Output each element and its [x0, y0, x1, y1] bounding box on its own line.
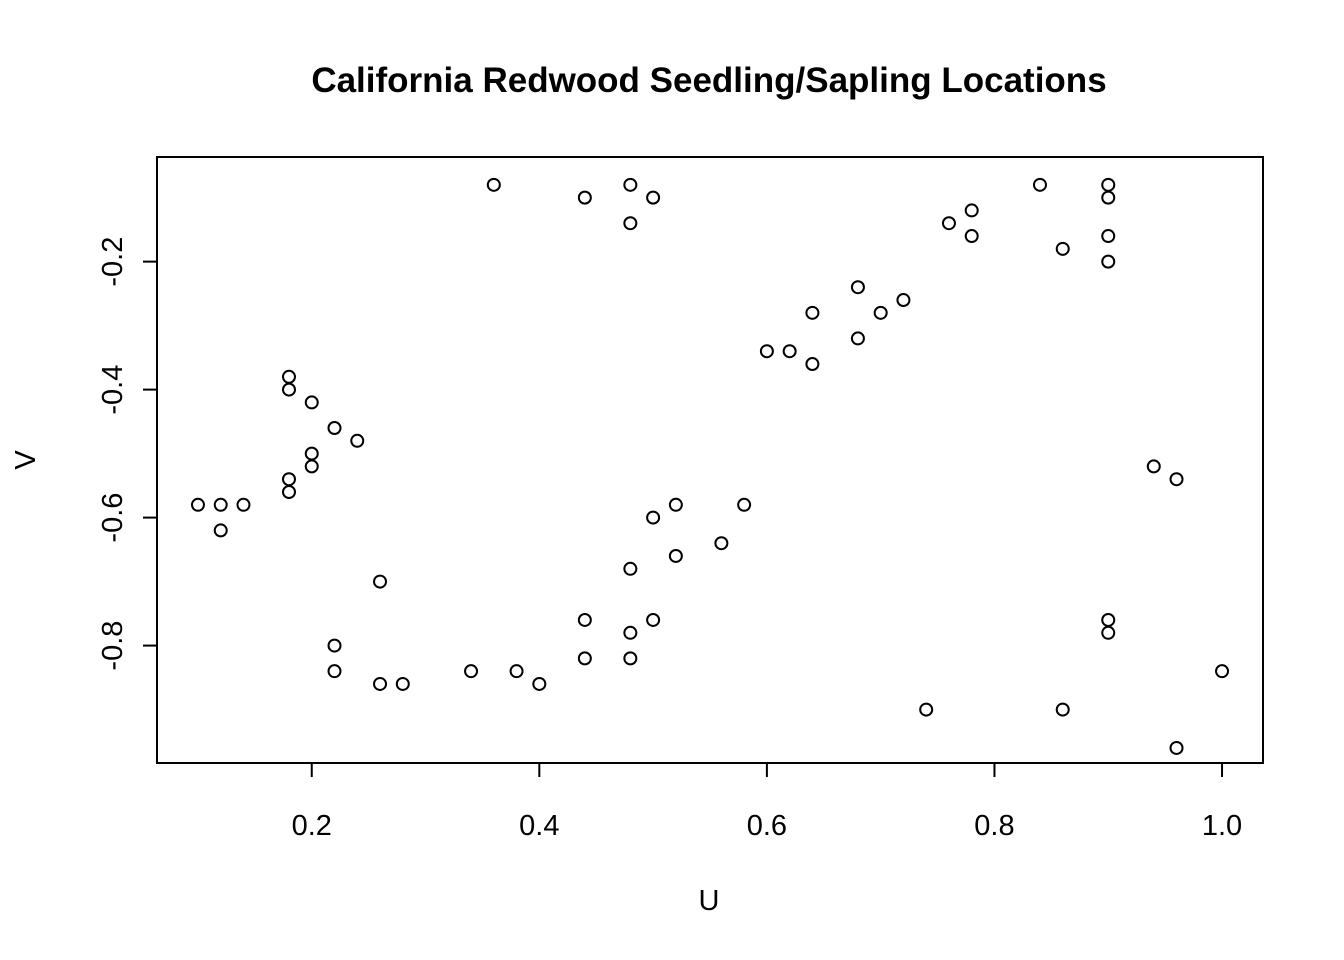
data-point	[623, 216, 638, 231]
x-tick-label: 0.2	[292, 810, 332, 842]
data-point	[805, 305, 820, 320]
data-point	[532, 676, 547, 691]
data-point	[646, 190, 661, 205]
data-point	[623, 561, 638, 576]
y-tick-label: -0.4	[97, 365, 129, 415]
data-point	[486, 177, 501, 192]
x-tick-label: 0.8	[974, 810, 1014, 842]
y-tick-label: -0.8	[97, 621, 129, 671]
x-axis: 0.2 0.4 0.6 0.8 1.0	[292, 763, 1242, 842]
data-point	[373, 676, 388, 691]
data-point	[941, 216, 956, 231]
data-point	[304, 446, 319, 461]
data-point	[919, 702, 934, 717]
data-point	[805, 357, 820, 372]
data-point	[213, 497, 228, 512]
data-point	[1101, 190, 1116, 205]
data-point	[1146, 459, 1161, 474]
data-point	[281, 472, 296, 487]
x-tick-label: 1.0	[1202, 810, 1242, 842]
data-point	[281, 382, 296, 397]
data-point	[577, 651, 592, 666]
data-point	[896, 293, 911, 308]
y-axis: -0.2 -0.4 -0.6 -0.8	[97, 237, 157, 671]
data-point	[1032, 177, 1047, 192]
data-point	[327, 421, 342, 436]
data-point	[1101, 612, 1116, 627]
data-point	[464, 664, 479, 679]
data-point	[577, 190, 592, 205]
data-point	[1101, 229, 1116, 244]
data-point	[623, 651, 638, 666]
data-point	[304, 395, 319, 410]
x-axis-label: U	[699, 885, 720, 917]
y-tick-label: -0.6	[97, 493, 129, 543]
data-point	[759, 344, 774, 359]
data-point	[1169, 472, 1184, 487]
data-point	[281, 484, 296, 499]
chart-title: California Redwood Seedling/Sapling Loca…	[311, 61, 1106, 100]
y-tick-label: -0.2	[97, 237, 129, 287]
data-point	[850, 331, 865, 346]
data-point	[850, 280, 865, 295]
data-point	[1101, 254, 1116, 269]
y-axis-label: V	[10, 450, 42, 470]
data-point	[623, 625, 638, 640]
x-tick-label: 0.4	[519, 810, 559, 842]
data-point	[304, 459, 319, 474]
data-point	[668, 548, 683, 563]
data-point	[327, 664, 342, 679]
data-point	[213, 523, 228, 538]
data-point	[327, 638, 342, 653]
data-point	[964, 229, 979, 244]
data-point	[623, 177, 638, 192]
data-point	[373, 574, 388, 589]
data-point	[668, 497, 683, 512]
data-point	[646, 612, 661, 627]
data-point	[395, 676, 410, 691]
data-point	[236, 497, 251, 512]
data-point	[1215, 664, 1230, 679]
data-point	[1055, 702, 1070, 717]
data-point	[646, 510, 661, 525]
data-point	[1055, 241, 1070, 256]
data-point	[1169, 740, 1184, 755]
data-point	[577, 612, 592, 627]
data-point	[1101, 625, 1116, 640]
data-point	[714, 536, 729, 551]
plot-frame	[156, 156, 1264, 764]
data-point	[873, 305, 888, 320]
data-point	[350, 433, 365, 448]
data-point	[737, 497, 752, 512]
data-point	[281, 369, 296, 384]
x-tick-label: 0.6	[747, 810, 787, 842]
data-point	[190, 497, 205, 512]
data-points	[190, 177, 1230, 755]
data-point	[509, 664, 524, 679]
data-point	[1101, 177, 1116, 192]
data-point	[964, 203, 979, 218]
data-point	[782, 344, 797, 359]
